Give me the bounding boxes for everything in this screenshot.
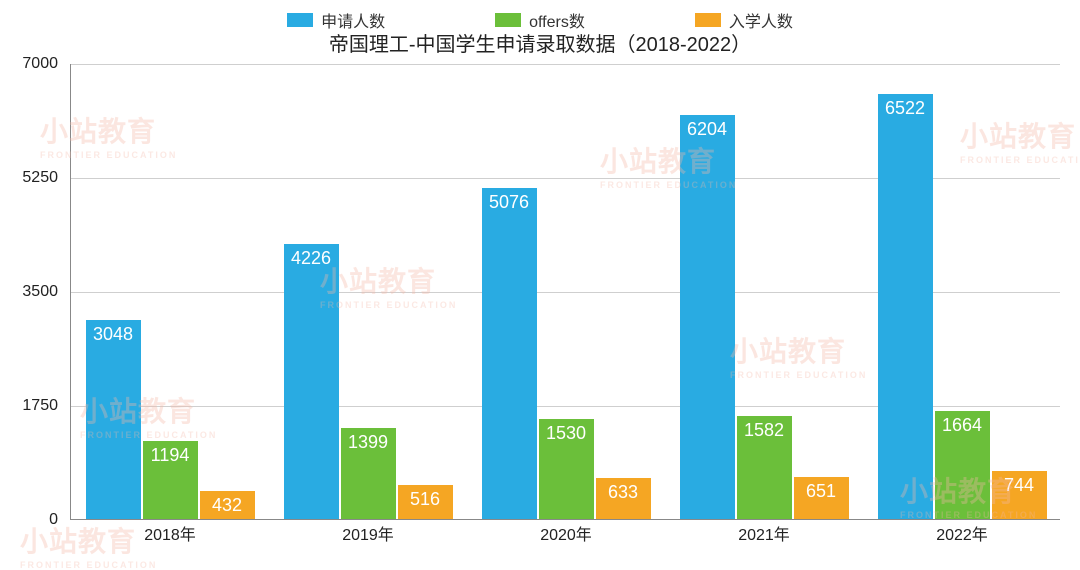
bar: 1530 [539,419,594,519]
plot-area: 2018年304811944322019年422613995162020年507… [70,64,1060,520]
bar: 432 [200,491,255,519]
bar: 633 [596,478,651,519]
y-axis-tick-label: 1750 [0,397,58,415]
bar-value-label: 516 [398,489,453,510]
y-axis-tick-label: 7000 [0,55,58,73]
x-axis-tick-label: 2022年 [922,521,1002,545]
bar: 1664 [935,411,990,519]
legend-swatch [287,13,313,27]
bar: 3048 [86,320,141,519]
y-axis-tick-label: 5250 [0,169,58,187]
bar-value-label: 6204 [680,119,735,140]
bar: 516 [398,485,453,519]
bar: 651 [794,477,849,519]
y-axis-tick-label: 3500 [0,283,58,301]
legend-swatch [495,13,521,27]
gridline [71,64,1060,65]
x-axis-tick-label: 2020年 [526,521,606,545]
bar: 6522 [878,94,933,519]
bar-value-label: 744 [992,475,1047,496]
bar-value-label: 633 [596,482,651,503]
bar-value-label: 432 [200,495,255,516]
bar: 5076 [482,188,537,519]
chart-container: 申请人数 offers数 入学人数 帝国理工-中国学生申请录取数据（2018-2… [0,0,1080,570]
bar: 4226 [284,244,339,519]
bar-value-label: 1194 [143,445,198,466]
x-axis-tick-label: 2019年 [328,521,408,545]
bar: 1399 [341,428,396,519]
x-axis-tick-label: 2021年 [724,521,804,545]
y-axis-tick-label: 0 [0,511,58,529]
bar: 1582 [737,416,792,519]
x-axis-tick-label: 2018年 [130,521,210,545]
bar: 6204 [680,115,735,519]
chart-title: 帝国理工-中国学生申请录取数据（2018-2022） [0,28,1080,57]
bar-value-label: 3048 [86,324,141,345]
bar-value-label: 6522 [878,98,933,119]
bar-value-label: 651 [794,481,849,502]
bar: 1194 [143,441,198,519]
bar-value-label: 1530 [539,423,594,444]
bar-value-label: 1399 [341,432,396,453]
legend-swatch [695,13,721,27]
bar-value-label: 4226 [284,248,339,269]
bar-value-label: 1582 [737,420,792,441]
bar-value-label: 1664 [935,415,990,436]
bar-value-label: 5076 [482,192,537,213]
bar: 744 [992,471,1047,519]
